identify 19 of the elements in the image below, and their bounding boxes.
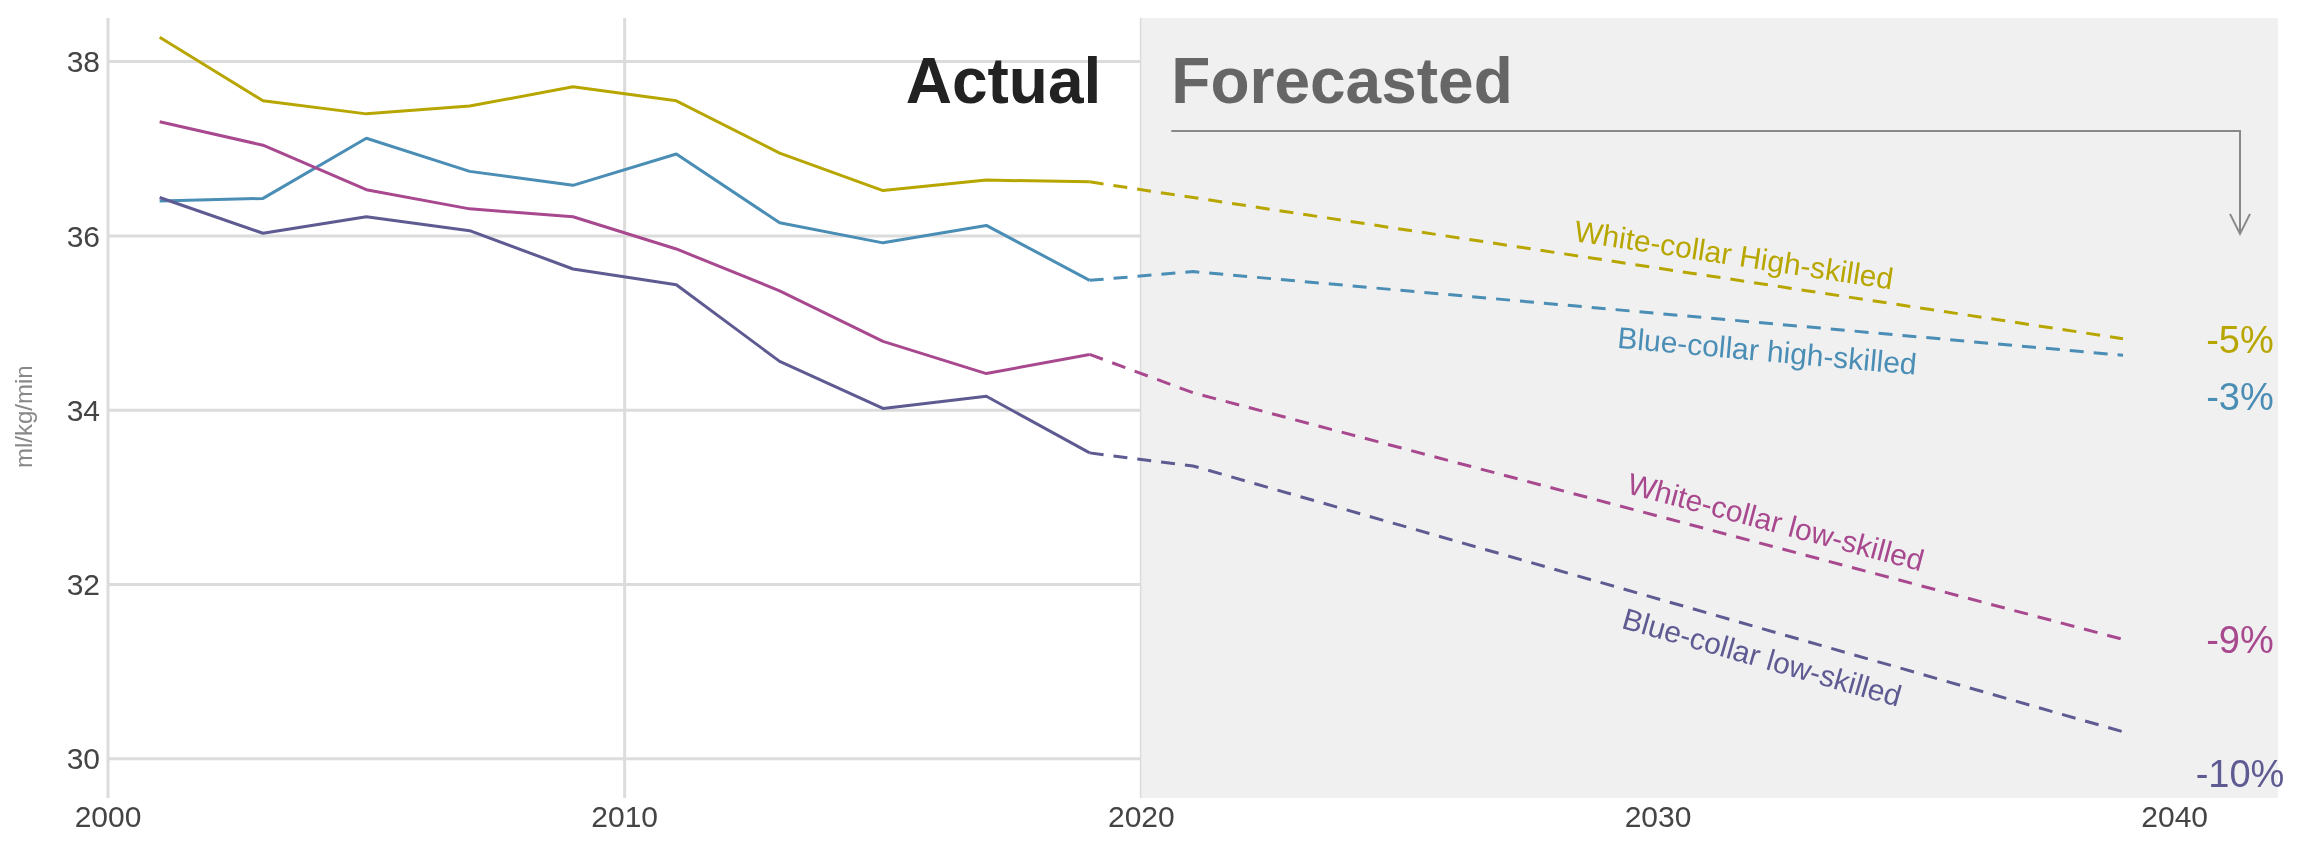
y-tick-label: 30 — [66, 742, 100, 776]
annotation: -9% — [2206, 619, 2274, 662]
y-axis-title: ml/kg/min — [9, 365, 37, 468]
y-tick-label: 34 — [66, 393, 100, 427]
text: Blue-collar high-skilled — [1616, 320, 1919, 381]
annotation: -10% — [2195, 752, 2285, 795]
annotation: -5% — [2206, 318, 2274, 361]
x-tick-label: 2030 — [1624, 800, 1692, 834]
annotation: Actual — [905, 45, 1102, 117]
x-tick-label: 2000 — [74, 800, 142, 834]
y-tick-label: 38 — [66, 45, 100, 79]
y-tick-label: 36 — [66, 219, 100, 253]
x-tick-label: 2040 — [2141, 800, 2209, 834]
text: White-collar High-skilled — [1572, 214, 1896, 296]
annotation: -3% — [2206, 376, 2274, 419]
y-tick-label: 32 — [66, 568, 100, 602]
x-tick-label: 2010 — [591, 800, 659, 834]
band-label: Forecasted — [1171, 45, 1513, 117]
x-tick-label: 2020 — [1107, 800, 1175, 834]
